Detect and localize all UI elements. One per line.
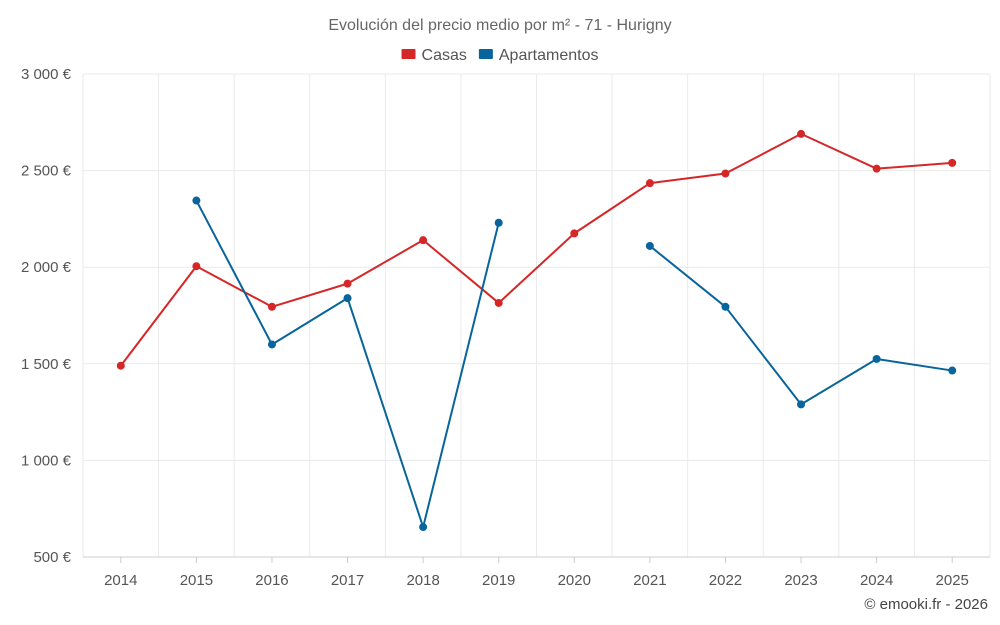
- data-point: [721, 169, 730, 178]
- x-tick-label: 2022: [709, 572, 742, 589]
- legend: Casas Apartamentos: [401, 47, 599, 64]
- y-tick-label: 2 500 €: [21, 163, 72, 180]
- y-tick-label: 2 000 €: [21, 259, 72, 276]
- data-point: [116, 361, 125, 370]
- x-tick-label: 2020: [558, 572, 591, 589]
- series-line: [119, 132, 953, 367]
- data-point: [872, 164, 881, 173]
- legend-label: Apartamentos: [499, 47, 599, 64]
- data-point: [192, 262, 201, 271]
- x-tick-label: 2016: [255, 572, 288, 589]
- x-tick-label: 2014: [104, 572, 137, 589]
- x-tick-label: 2019: [482, 572, 515, 589]
- data-point: [872, 354, 881, 363]
- data-point: [419, 236, 428, 245]
- data-point: [948, 158, 957, 167]
- data-point: [645, 179, 654, 188]
- data-point: [948, 366, 957, 375]
- x-tick-label: 2015: [180, 572, 213, 589]
- data-point: [267, 340, 276, 349]
- data-point: [494, 298, 503, 307]
- data-point: [267, 302, 276, 311]
- legend-label: Casas: [422, 47, 467, 64]
- data-point: [192, 196, 201, 205]
- data-point: [797, 400, 806, 409]
- data-point: [645, 241, 654, 250]
- x-tick-label: 2024: [860, 572, 893, 589]
- legend-item-casas: Casas: [401, 47, 467, 64]
- x-tick-label: 2017: [331, 572, 364, 589]
- data-point: [570, 229, 579, 238]
- axes: 500 € 1 000 € 1 500 € 2 000 € 2 500 € 3 000 €…: [21, 66, 990, 589]
- data-point: [797, 129, 806, 138]
- series-casas: [116, 129, 957, 370]
- chart-title: Evolución del precio medio por m² - 71 -…: [328, 17, 671, 34]
- data-point: [343, 294, 352, 303]
- series-line: [649, 245, 953, 406]
- y-tick-label: 1 000 €: [21, 452, 72, 469]
- data-point: [721, 302, 730, 311]
- data-point: [419, 523, 428, 532]
- legend-item-apartamentos: Apartamentos: [478, 47, 599, 64]
- credit-text: © emooki.fr - 2026: [864, 596, 988, 613]
- grid: [82, 73, 991, 558]
- x-tick-label: 2023: [784, 572, 817, 589]
- y-tick-label: 1 500 €: [21, 356, 72, 373]
- y-tick-label: 3 000 €: [21, 66, 72, 83]
- data-point: [343, 279, 352, 288]
- x-tick-label: 2021: [633, 572, 666, 589]
- legend-swatch: [401, 49, 416, 59]
- series-apartamentos: [192, 196, 957, 532]
- legend-swatch: [478, 49, 493, 59]
- data-point: [494, 218, 503, 227]
- x-tick-label: 2018: [406, 572, 439, 589]
- x-tick-label: 2025: [936, 572, 969, 589]
- series-layer: [116, 129, 957, 532]
- y-tick-label: 500 €: [33, 549, 71, 566]
